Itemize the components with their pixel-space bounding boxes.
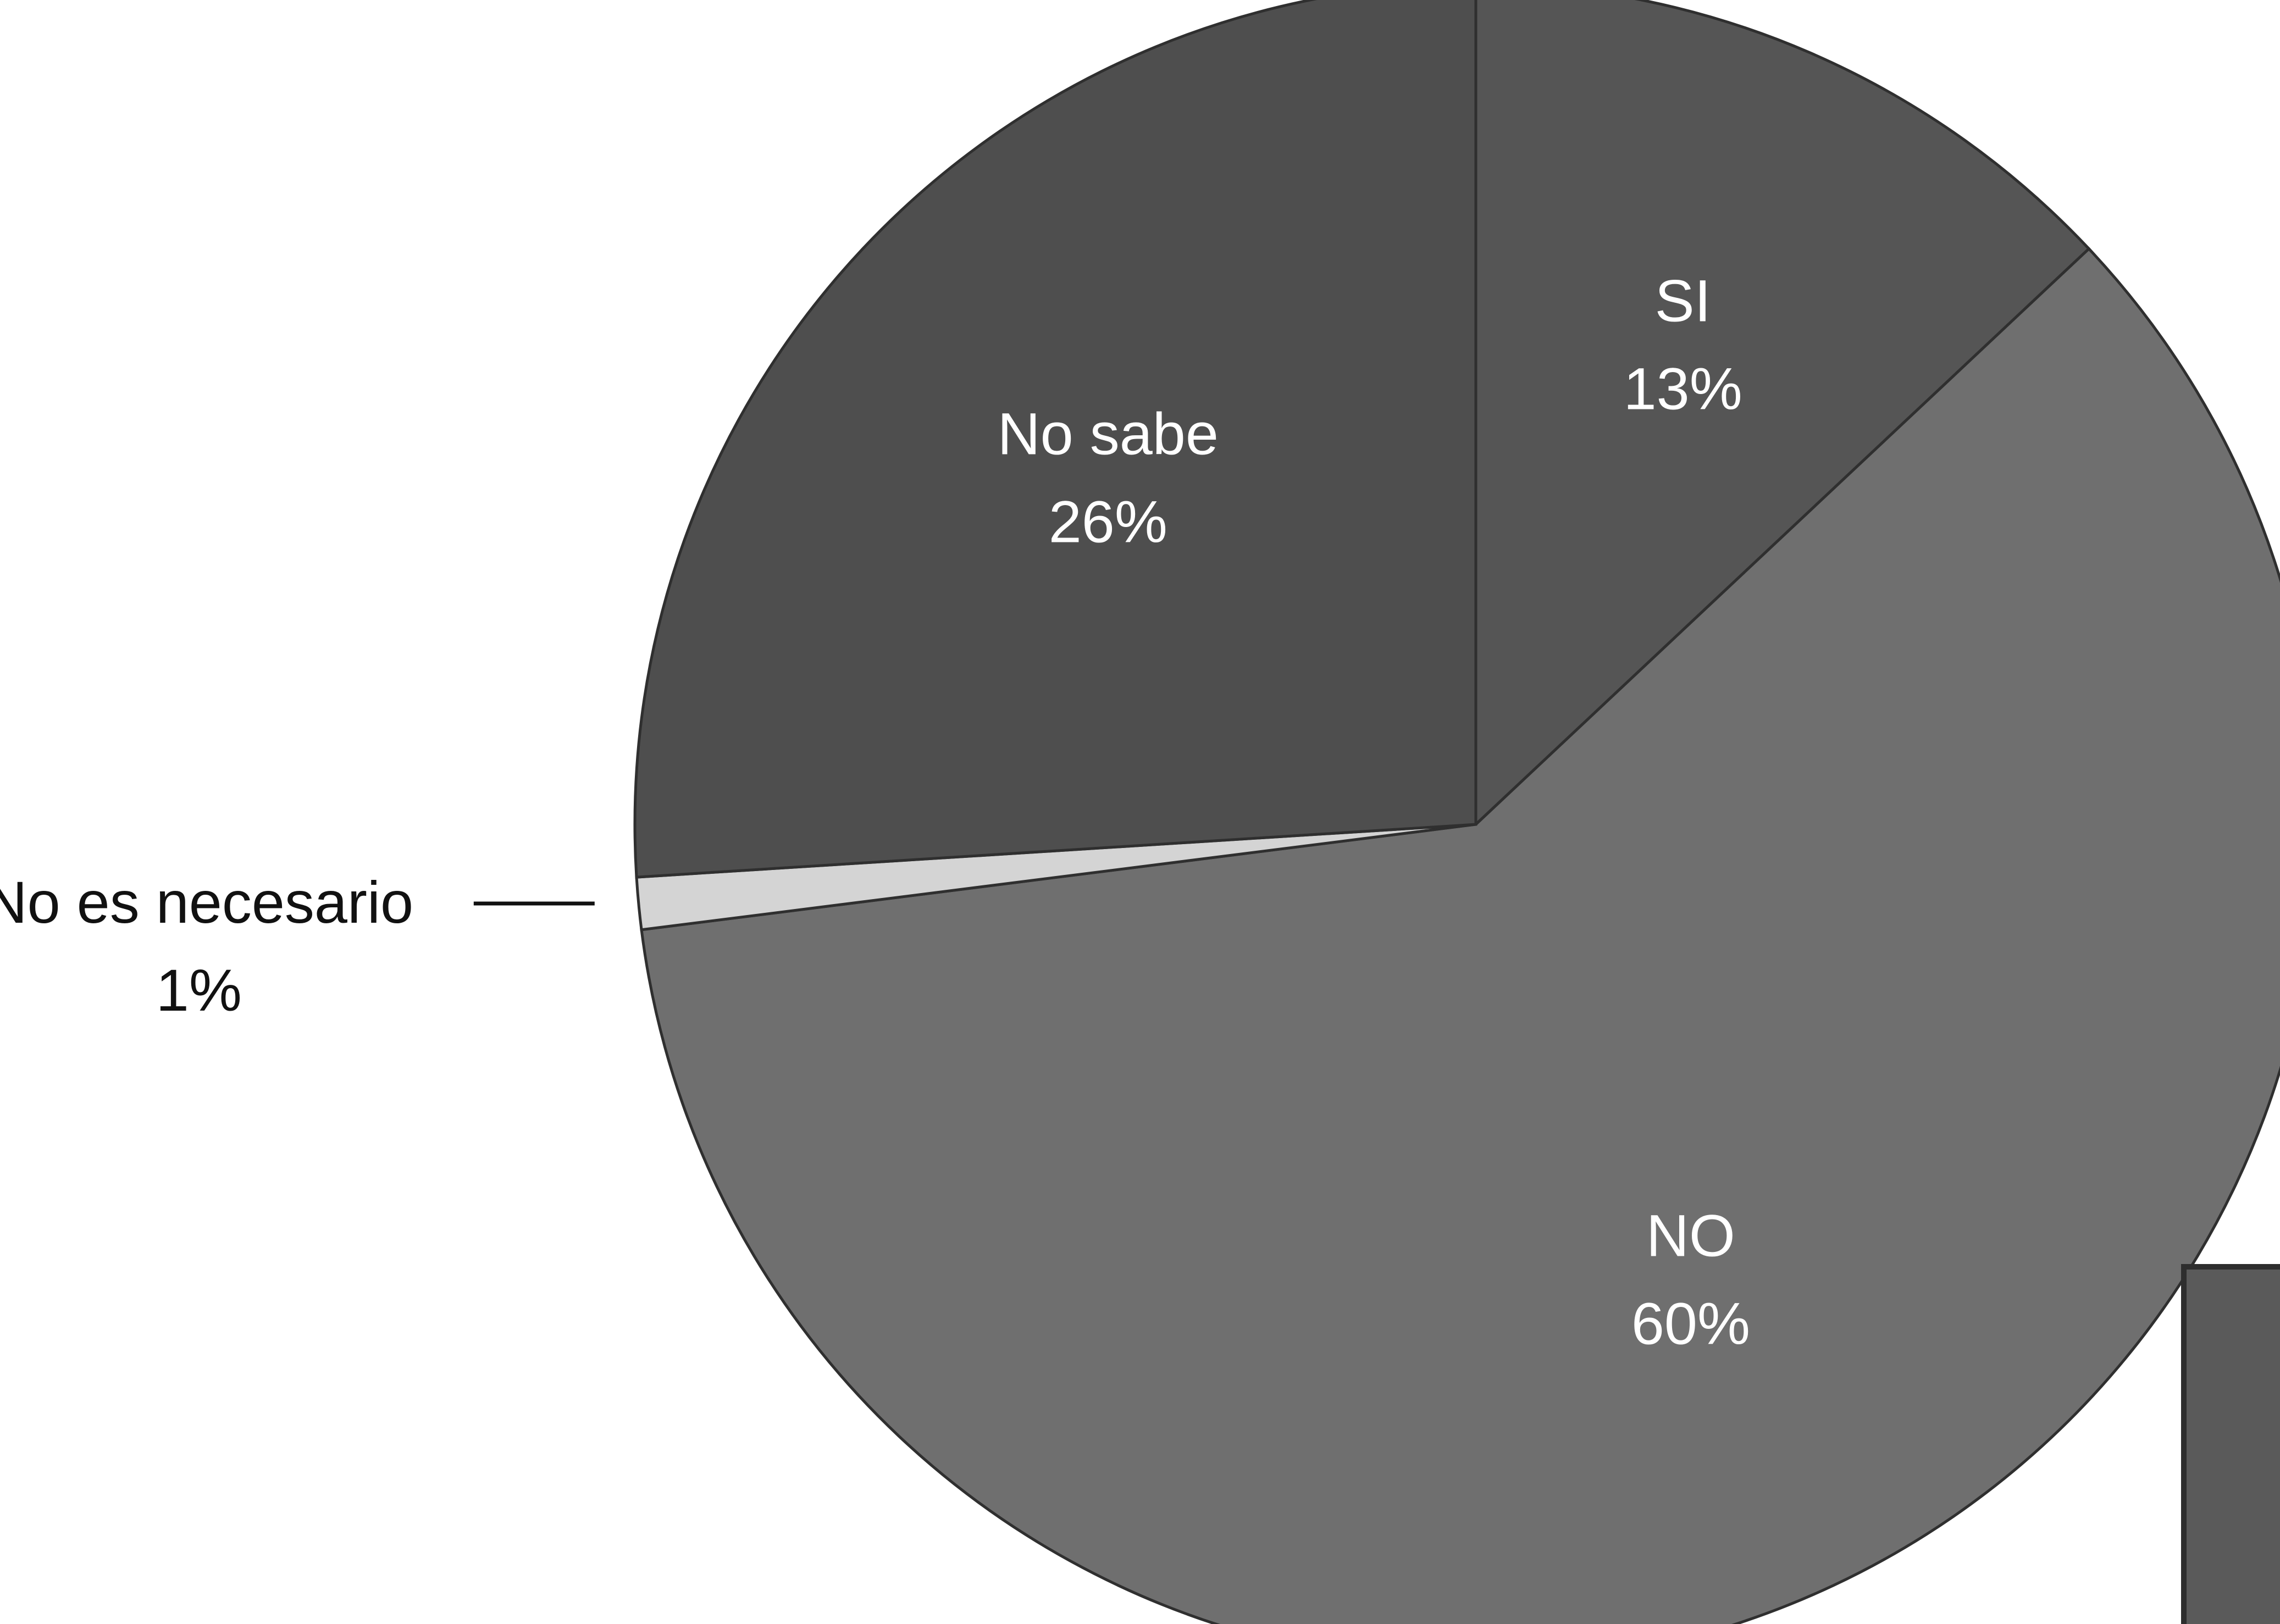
pie-slice-no-sabe [633, 0, 1477, 879]
pie-slice-si [1474, 0, 2091, 828]
slice-label-no-sabe: No sabe [998, 401, 1219, 467]
slice-labels: SI 13% NO 60% No es necesario 1% No sabe 26% [0, 267, 1750, 1356]
slice-value-si: 13% [1624, 355, 1742, 422]
pie-slices [633, 0, 2280, 1624]
slice-value-no-sabe: 26% [1049, 489, 1167, 555]
slice-label-si: SI [1655, 267, 1711, 334]
slice-value-no-es-necesario: 1% [156, 957, 242, 1023]
slice-value-no: 60% [1631, 1290, 1750, 1357]
slice-label-no: NO [1646, 1202, 1735, 1269]
pie-slice-no [640, 247, 2280, 1624]
corner-shape [2181, 1264, 2280, 1624]
slice-label-no-es-necesario: No es necesario [0, 869, 413, 935]
